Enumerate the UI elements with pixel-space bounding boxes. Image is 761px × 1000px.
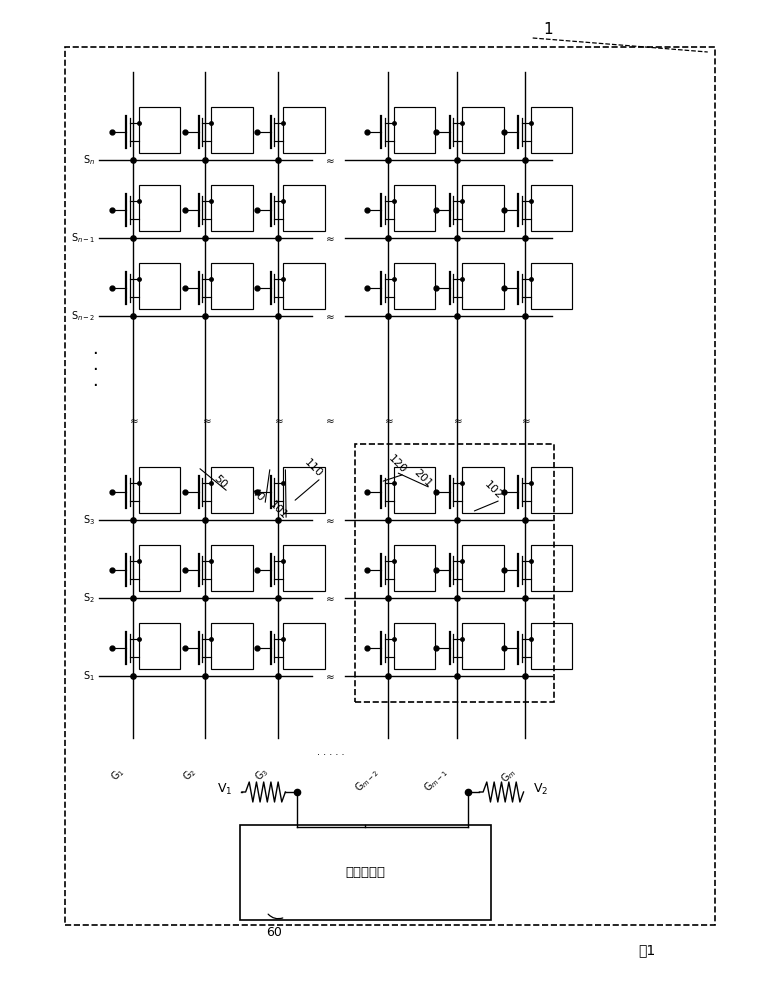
Text: 60: 60: [266, 926, 282, 938]
Text: 1: 1: [543, 22, 552, 37]
Bar: [393, 467, 435, 513]
Bar: [283, 623, 325, 669]
Bar: [211, 467, 253, 513]
Bar: [530, 467, 572, 513]
Text: $\approx$: $\approx$: [323, 671, 335, 681]
Text: S$_{n-2}$: S$_{n-2}$: [71, 309, 95, 323]
Text: $\approx$: $\approx$: [451, 415, 463, 425]
Text: ·: ·: [92, 377, 98, 395]
Text: 120: 120: [387, 453, 408, 475]
Bar: [462, 107, 504, 153]
Text: ·: ·: [92, 345, 98, 363]
Bar: [139, 545, 180, 591]
Bar: [283, 545, 325, 591]
Text: 102: 102: [482, 479, 504, 501]
Text: G$_m$: G$_m$: [498, 765, 519, 786]
Bar: [283, 467, 325, 513]
Text: 110: 110: [303, 457, 324, 479]
Bar: [462, 185, 504, 231]
Text: S$_n$: S$_n$: [83, 153, 95, 167]
Text: V$_1$: V$_1$: [217, 781, 232, 797]
Bar: [393, 107, 435, 153]
Bar: [355, 444, 554, 702]
Text: G$_1$: G$_1$: [108, 765, 127, 784]
Bar: [462, 545, 504, 591]
Text: 按键控制器: 按键控制器: [345, 866, 385, 879]
Text: ·: ·: [92, 361, 98, 379]
Text: $\approx$: $\approx$: [323, 233, 335, 243]
Text: S$_1$: S$_1$: [83, 669, 95, 683]
Text: G$_2$: G$_2$: [180, 765, 199, 784]
Text: $\approx$: $\approx$: [323, 311, 335, 321]
Bar: [530, 107, 572, 153]
Bar: [393, 185, 435, 231]
Text: G$_{m-2}$: G$_{m-2}$: [352, 765, 382, 795]
Bar: [393, 545, 435, 591]
Bar: [462, 467, 504, 513]
Text: 50: 50: [212, 474, 229, 490]
Text: $\approx$: $\approx$: [382, 415, 394, 425]
Text: 40: 40: [249, 486, 266, 504]
Bar: [139, 107, 180, 153]
Bar: [139, 467, 180, 513]
Text: V$_2$: V$_2$: [533, 781, 548, 797]
Text: $\approx$: $\approx$: [127, 415, 139, 425]
Text: 101: 101: [268, 499, 289, 521]
Text: $\approx$: $\approx$: [323, 593, 335, 603]
Bar: [462, 263, 504, 309]
Text: G$_{m-1}$: G$_{m-1}$: [421, 765, 451, 795]
Bar: [211, 185, 253, 231]
Text: G$_3$: G$_3$: [253, 765, 272, 784]
Text: S$_{n-1}$: S$_{n-1}$: [71, 231, 95, 245]
Bar: [530, 185, 572, 231]
Text: S$_3$: S$_3$: [83, 513, 95, 527]
Text: $\approx$: $\approx$: [323, 155, 335, 165]
Text: S$_2$: S$_2$: [83, 591, 95, 605]
Bar: [393, 263, 435, 309]
Text: $\approx$: $\approx$: [323, 415, 335, 425]
Text: $\approx$: $\approx$: [323, 515, 335, 525]
Bar: [462, 623, 504, 669]
Text: $\approx$: $\approx$: [519, 415, 531, 425]
Bar: [139, 623, 180, 669]
Bar: [530, 623, 572, 669]
Bar: [393, 623, 435, 669]
Bar: [139, 185, 180, 231]
Bar: [530, 263, 572, 309]
Bar: [530, 545, 572, 591]
Bar: [211, 263, 253, 309]
Bar: [283, 185, 325, 231]
Bar: [211, 623, 253, 669]
Text: 201: 201: [412, 467, 434, 489]
Text: $\approx$: $\approx$: [272, 415, 284, 425]
Bar: [240, 825, 491, 920]
Bar: [211, 107, 253, 153]
Text: 图1: 图1: [638, 943, 655, 957]
Bar: [139, 263, 180, 309]
Text: $\approx$: $\approx$: [199, 415, 212, 425]
Bar: [283, 263, 325, 309]
Bar: [283, 107, 325, 153]
Bar: [211, 545, 253, 591]
Text: · · · · ·: · · · · ·: [317, 750, 345, 760]
